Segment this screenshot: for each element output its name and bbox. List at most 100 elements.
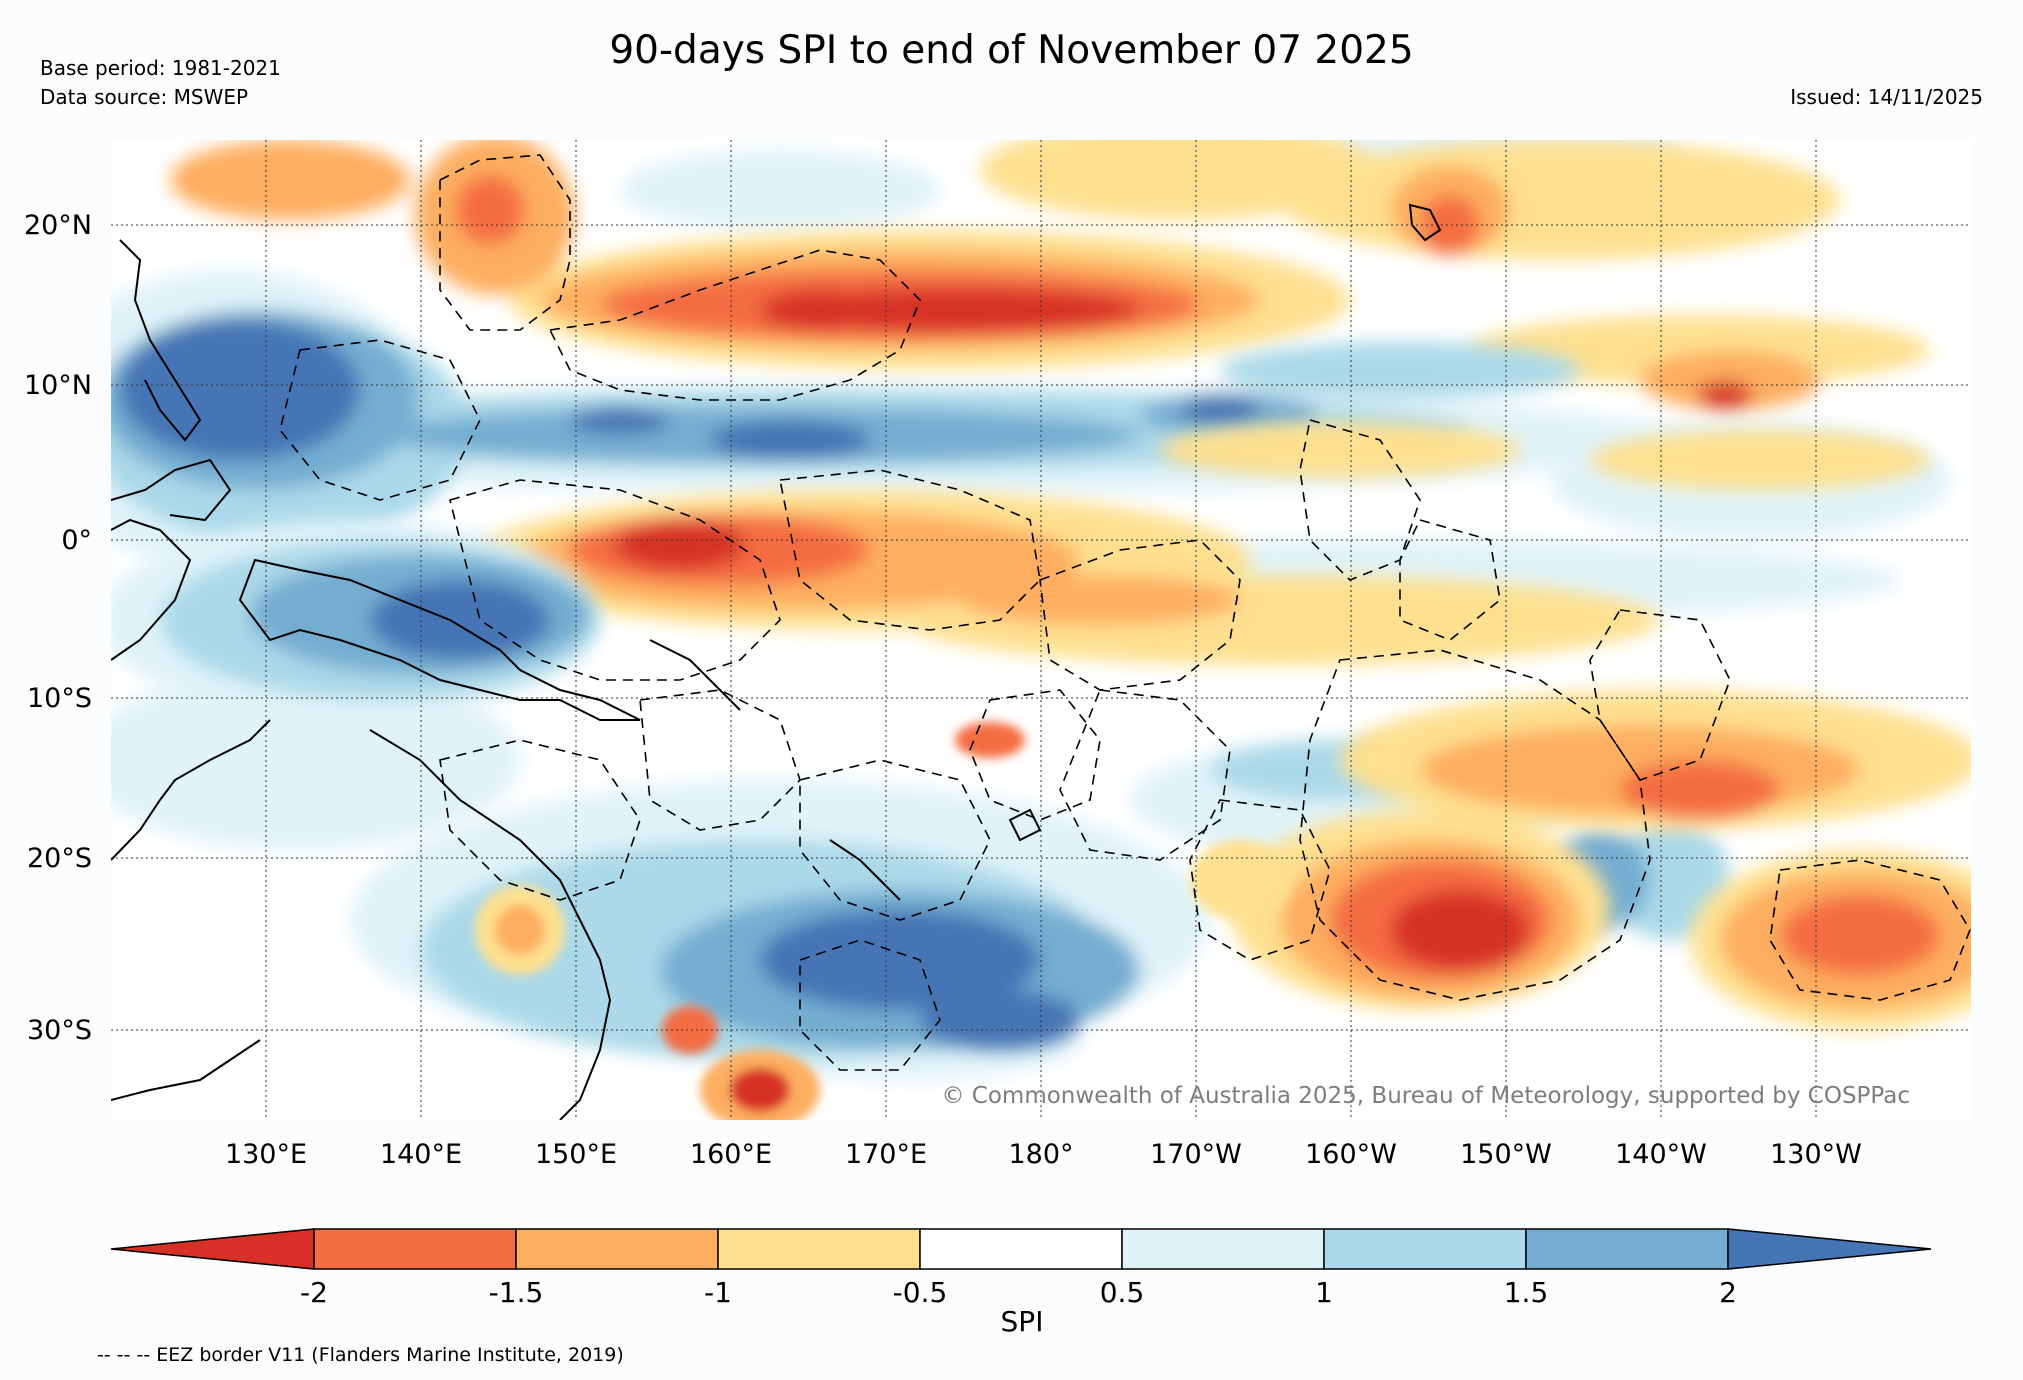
coastline-new-guinea: [238, 558, 641, 721]
map-title: 90-days SPI to end of November 07 2025: [609, 28, 1414, 73]
spi-dry-contour: [1780, 895, 1940, 975]
colorbar-segment: [717, 1228, 921, 1270]
colorbar-tick: -0.5: [893, 1276, 948, 1309]
region-dry-southeast-french-polynesia: [1230, 690, 1971, 1030]
spi-wet-core: [760, 910, 1040, 1010]
eez-border: [439, 154, 571, 331]
spi-wet-core: [920, 990, 1080, 1050]
coastline-australia-east: [369, 729, 612, 1120]
spi-dry-contour: [495, 905, 545, 955]
copyright-notice: © Commonwealth of Australia 2025, Bureau…: [941, 1083, 1910, 1109]
spi-dry-core: [615, 520, 745, 570]
spi-dry-core: [730, 1068, 790, 1112]
lon-label-160w: 160°W: [1305, 1139, 1397, 1170]
spi-dry-contour: [980, 140, 1380, 220]
spi-dry-contour: [1590, 430, 1930, 490]
colorbar-segment: [1323, 1228, 1527, 1270]
lat-label-10s: 10°S: [27, 683, 92, 714]
lon-label-150w: 150°W: [1460, 1139, 1552, 1170]
spi-wet-core: [370, 580, 550, 660]
coastline-australia-north: [111, 719, 271, 861]
spi-dry-contour: [1280, 140, 1840, 260]
eez-border: [1059, 689, 1231, 861]
lon-label-130w: 130°W: [1770, 1139, 1862, 1170]
coastline-sulawesi: [111, 458, 232, 522]
data-source-note: Data source: MSWEP: [40, 85, 249, 109]
lon-label-170w: 170°W: [1150, 1139, 1242, 1170]
colorbar-segment: [1525, 1228, 1729, 1270]
eez-border: [548, 249, 921, 401]
colorbar-segment: [1121, 1228, 1325, 1270]
eez-border: [1299, 418, 1421, 581]
spi-dry-contour: [662, 1006, 718, 1054]
lon-label-150e: 150°E: [535, 1139, 617, 1170]
spi-dry-contour: [170, 140, 410, 220]
colorbar-tick: -2: [300, 1276, 328, 1309]
eez-border: [969, 689, 1101, 821]
lat-label-20n: 20°N: [24, 210, 92, 241]
eez-border: [279, 339, 481, 501]
colorbar-segment: [313, 1228, 517, 1270]
eez-border: [449, 479, 781, 681]
eez-borders: [279, 154, 1971, 1071]
colorbar-label: SPI: [1001, 1305, 1044, 1338]
region-dry-band-equatorial: [470, 422, 1930, 665]
eez-border-note: -- -- -- EEZ border V11 (Flanders Marine…: [97, 1344, 624, 1366]
coastline-fiji: [1008, 808, 1042, 842]
spi-dry-contour: [960, 575, 1240, 625]
lat-label-equator: 0°: [61, 525, 92, 556]
lat-label-30s: 30°S: [27, 1015, 92, 1046]
region-dry-band-north-pacific: [170, 140, 1930, 410]
coastlines: [111, 203, 1442, 1120]
spi-dry-spots: [475, 722, 1290, 1120]
spi-wet-core: [570, 406, 670, 434]
eez-border: [1769, 859, 1971, 1001]
colorbar-tick: 1: [1315, 1276, 1333, 1309]
spi-wet-core: [120, 320, 360, 460]
eez-border: [779, 469, 1041, 631]
spi-wet-contour: [1220, 342, 1580, 398]
spi-dry-core: [1697, 381, 1753, 409]
longitude-labels: 130°E 140°E 150°E 160°E 170°E 180° 170°W…: [225, 1139, 1862, 1170]
spi-dry-contour: [1640, 350, 1820, 410]
colorbar-extend-high: [1727, 1228, 1932, 1270]
colorbar: -2 -1.5 -1 -0.5 0.5 1 1.5 2 SPI: [110, 1228, 1932, 1338]
graticule: [111, 140, 1971, 1120]
lon-label-180: 180°: [1008, 1139, 1073, 1170]
eez-border: [1589, 609, 1731, 781]
spi-light-wet-patch: [620, 150, 940, 230]
lat-label-10n: 10°N: [24, 370, 92, 401]
colorbar-tick: 2: [1719, 1276, 1737, 1309]
eez-border: [1299, 649, 1651, 1001]
eez-border: [1039, 539, 1241, 691]
eez-border: [1399, 519, 1501, 641]
issued-date: Issued: 14/11/2025: [1790, 85, 1983, 109]
coastline-borneo: [111, 518, 192, 661]
lon-label-140w: 140°W: [1615, 1139, 1707, 1170]
spi-dry-contour: [1420, 195, 1480, 255]
coastline-solomons: [649, 639, 741, 711]
colorbar-segment: [515, 1228, 719, 1270]
spi-dry-contour: [1470, 315, 1930, 385]
spi-wet-core: [1180, 396, 1260, 424]
colorbar-segment: [919, 1228, 1123, 1270]
eez-border: [439, 739, 641, 901]
spi-dry-contour: [1160, 422, 1520, 478]
colorbar-tick: -1: [704, 1276, 732, 1309]
eez-border: [1189, 799, 1331, 961]
eez-border: [799, 759, 991, 921]
spi-dry-core: [1390, 890, 1530, 970]
eez-border: [639, 689, 801, 831]
spi-wet-core: [710, 420, 870, 460]
lat-label-20s: 20°S: [27, 843, 92, 874]
spi-dry-core: [760, 290, 880, 330]
spi-dry-contour: [1190, 840, 1290, 920]
lon-label-160e: 160°E: [690, 1139, 772, 1170]
colorbar-tick: 0.5: [1100, 1276, 1145, 1309]
colorbar-tick: -1.5: [489, 1276, 544, 1309]
spi-dry-contour: [455, 175, 525, 245]
region-wet-png-solomons: [111, 520, 600, 720]
lon-label-140e: 140°E: [380, 1139, 462, 1170]
colorbar-extend-low: [110, 1228, 315, 1270]
